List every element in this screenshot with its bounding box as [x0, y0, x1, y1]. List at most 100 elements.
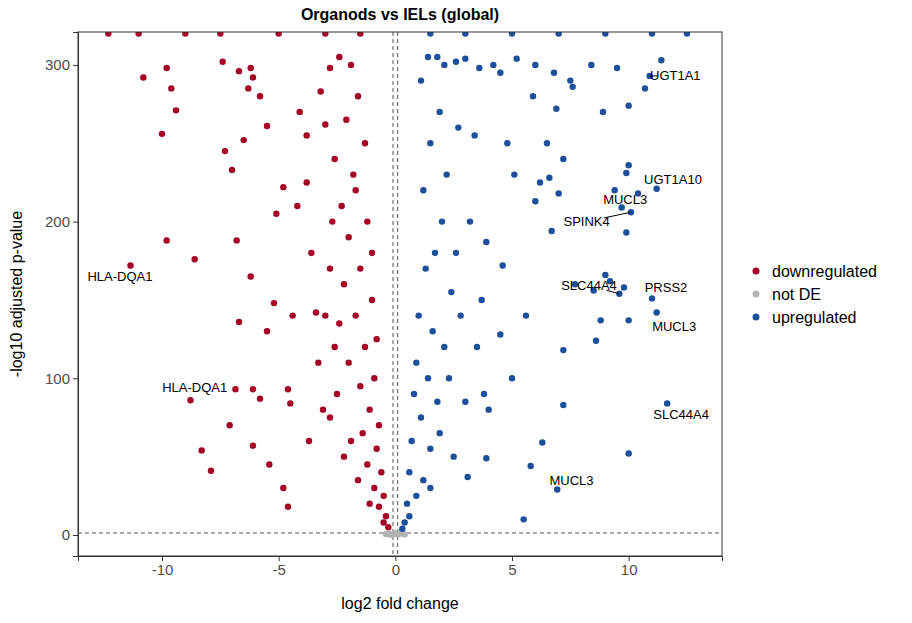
data-point [481, 391, 487, 397]
data-point [474, 344, 480, 350]
data-point [649, 295, 655, 301]
data-point [357, 265, 363, 271]
data-point [350, 171, 356, 177]
data-point [434, 54, 440, 60]
data-point [429, 328, 435, 334]
data-point [336, 54, 342, 60]
data-point [362, 344, 368, 350]
data-point [425, 375, 431, 381]
data-point [420, 187, 426, 193]
data-point [315, 359, 321, 365]
data-point [294, 203, 300, 209]
data-point [285, 504, 291, 510]
data-point [383, 513, 389, 519]
data-point [250, 442, 256, 448]
data-point [159, 131, 165, 137]
data-point [287, 400, 293, 406]
data-point [303, 179, 309, 185]
tick-label: -5 [272, 561, 285, 578]
data-point [625, 162, 631, 168]
data-point [364, 218, 370, 224]
data-point [649, 32, 655, 37]
data-point [406, 513, 412, 519]
data-point [476, 65, 482, 71]
tick-label: 5 [508, 561, 516, 578]
data-point [271, 300, 277, 306]
data-point [420, 477, 426, 483]
data-point [527, 463, 533, 469]
data-point [418, 414, 424, 420]
legend-marker [753, 291, 760, 298]
chart-title: Organods vs IELs (global) [301, 6, 499, 23]
data-point [422, 265, 428, 271]
data-point [443, 171, 449, 177]
data-point [567, 77, 573, 83]
data-point [499, 262, 505, 268]
data-point [504, 140, 510, 146]
data-point [408, 438, 414, 444]
data-point [257, 93, 263, 99]
data-point [247, 65, 253, 71]
data-point [127, 262, 133, 268]
data-point [366, 406, 372, 412]
data-point [623, 229, 629, 235]
tick-mark [73, 65, 78, 66]
data-point [320, 406, 326, 412]
data-point [245, 85, 251, 91]
data-point [415, 312, 421, 318]
series-points [399, 32, 690, 532]
data-point [462, 32, 468, 37]
data-point [341, 281, 347, 287]
data-point [191, 256, 197, 262]
chart-container: Organods vs IELs (global)-10-50510010020… [0, 0, 912, 623]
data-point [187, 397, 193, 403]
annotation-label: PRSS2 [645, 280, 688, 295]
data-point [593, 337, 599, 343]
data-point [483, 455, 489, 461]
data-point [453, 59, 459, 65]
data-point [327, 265, 333, 271]
plot-area [78, 32, 722, 556]
data-point [439, 218, 445, 224]
data-point [280, 184, 286, 190]
data-point [464, 474, 470, 480]
data-point [376, 504, 382, 510]
data-point [553, 106, 559, 112]
data-point [436, 109, 442, 115]
data-point [614, 65, 620, 71]
data-point [523, 312, 529, 318]
tick: 100 [45, 370, 78, 387]
x-axis: -10-50510 [79, 556, 723, 578]
tick: -10 [152, 556, 174, 578]
data-point [383, 531, 389, 537]
data-point [219, 59, 225, 65]
data-point [658, 57, 664, 63]
data-point [341, 453, 347, 459]
y-axis-title: -log10 adjusted p-value [8, 211, 25, 377]
annotation-label: HLA-DQA1 [162, 380, 227, 395]
data-point [497, 70, 503, 76]
data-point [642, 85, 648, 91]
annotation-label: UGT1A1 [650, 68, 701, 83]
data-point [163, 237, 169, 243]
tick-label: -10 [152, 561, 174, 578]
annotation-label: HLA-DQA1 [87, 269, 152, 284]
data-point [520, 516, 526, 522]
data-point [182, 32, 188, 37]
data-point [348, 62, 354, 68]
data-point [317, 88, 323, 94]
data-point [462, 55, 468, 61]
tick-label: 300 [45, 56, 70, 73]
data-point [322, 32, 328, 37]
data-point [425, 54, 431, 60]
data-point [513, 55, 519, 61]
legend-label: not DE [772, 286, 821, 303]
data-point [306, 438, 312, 444]
data-point [303, 132, 309, 138]
data-point [376, 422, 382, 428]
tick-label: 0 [62, 526, 70, 543]
data-point [653, 309, 659, 315]
data-point [285, 386, 291, 392]
data-point [588, 62, 594, 68]
data-point [308, 250, 314, 256]
